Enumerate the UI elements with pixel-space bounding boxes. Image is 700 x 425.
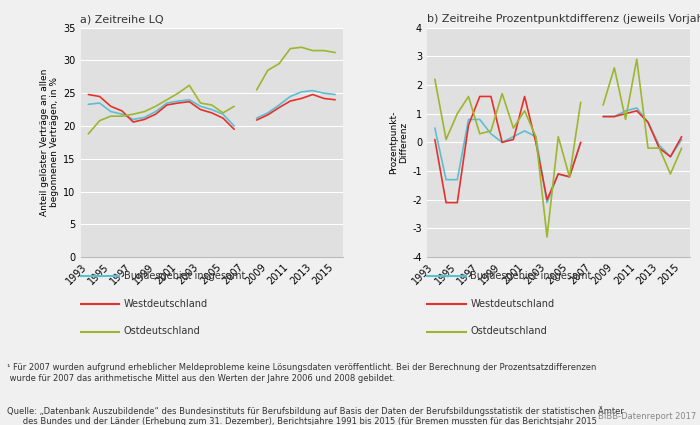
Text: Ostdeutschland: Ostdeutschland bbox=[470, 326, 547, 337]
Text: Westdeutschland: Westdeutschland bbox=[470, 299, 554, 309]
Text: b) Zeitreihe Prozentpunktdifferenz (jeweils Vorjahresvergleich): b) Zeitreihe Prozentpunktdifferenz (jewe… bbox=[427, 14, 700, 24]
Text: Bundesgebiet insgesamt: Bundesgebiet insgesamt bbox=[124, 271, 245, 281]
Text: Bundesgebiet insgesamt: Bundesgebiet insgesamt bbox=[470, 271, 592, 281]
Text: BIBB-Datenreport 2017: BIBB-Datenreport 2017 bbox=[598, 412, 696, 421]
Text: ¹ Für 2007 wurden aufgrund erheblicher Meldeprobleme keine Lösungsdaten veröffen: ¹ Für 2007 wurden aufgrund erheblicher M… bbox=[7, 363, 596, 383]
Text: Ostdeutschland: Ostdeutschland bbox=[124, 326, 201, 337]
Text: Westdeutschland: Westdeutschland bbox=[124, 299, 208, 309]
Text: Quelle: „Datenbank Auszubildende“ des Bundesinstituts für Berufsbildung auf Basi: Quelle: „Datenbank Auszubildende“ des Bu… bbox=[7, 406, 624, 425]
Y-axis label: Prozentpunkt-
Differenz: Prozentpunkt- Differenz bbox=[389, 110, 408, 174]
Text: a) Zeitreihe LQ: a) Zeitreihe LQ bbox=[80, 14, 164, 24]
Y-axis label: Anteil gelöster Verträge an allen
begonnenen Verträgen, in %: Anteil gelöster Verträge an allen begonn… bbox=[40, 69, 59, 216]
